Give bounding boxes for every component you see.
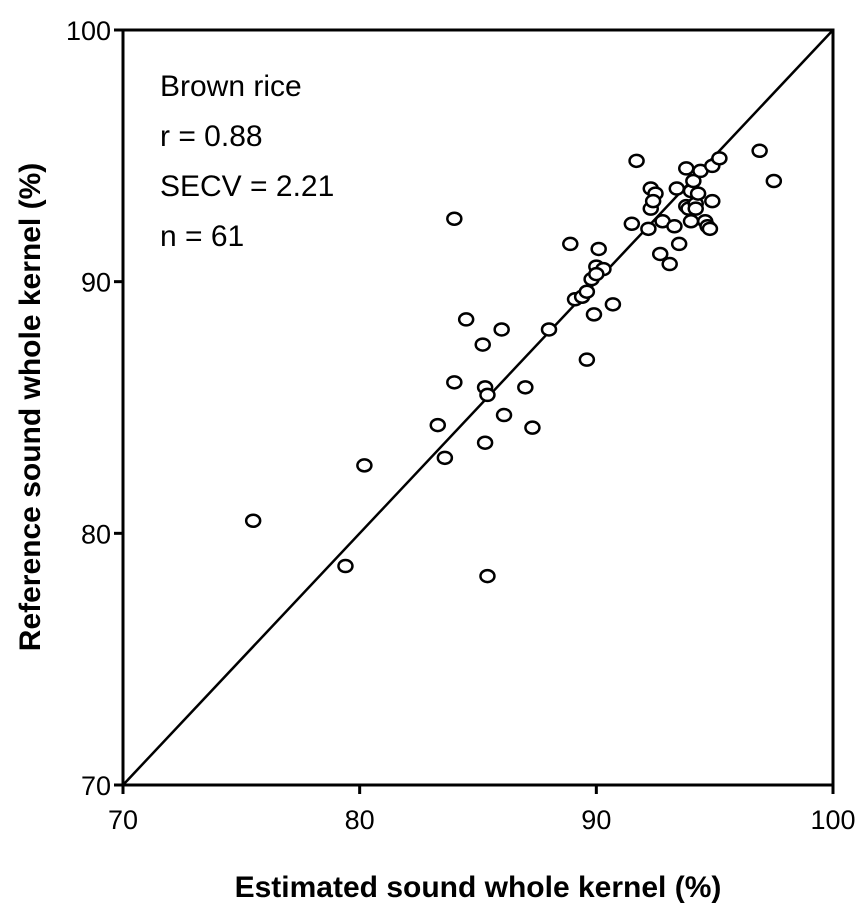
data-point [678, 161, 695, 176]
data-point [436, 450, 454, 466]
ticks-layer: 70 70 80 80 90 90 100 100 [66, 16, 856, 835]
data-point [651, 246, 669, 262]
data-point [711, 151, 728, 166]
data-point [623, 216, 641, 232]
data-point [244, 513, 262, 528]
annotation-secv: SECV = 2.21 [160, 170, 334, 203]
data-point [640, 221, 657, 237]
data-point [666, 219, 683, 234]
data-point [479, 568, 496, 584]
y-axis-title: Reference sound whole kernel (%) [14, 163, 47, 651]
data-point [479, 387, 496, 403]
x-tick-label: 70 [108, 805, 138, 835]
data-point [661, 256, 678, 272]
data-point [493, 322, 510, 337]
data-point [476, 435, 494, 450]
data-point [685, 173, 702, 189]
data-point [578, 352, 596, 367]
data-point [356, 458, 373, 473]
data-point [628, 153, 645, 169]
data-point [337, 558, 354, 574]
data-point [689, 186, 707, 201]
data-point [588, 266, 605, 282]
data-point [687, 201, 704, 216]
x-axis-title: Estimated sound whole kernel (%) [235, 871, 722, 904]
annotation-sample: Brown rice [160, 70, 302, 103]
x-tick-label: 90 [581, 805, 611, 835]
marks-layer [122, 29, 834, 786]
data-point [562, 236, 579, 252]
data-point [540, 322, 558, 337]
data-point [429, 417, 447, 433]
annotation-r: r = 0.88 [160, 120, 263, 153]
plot-frame [121, 28, 835, 787]
data-point [578, 284, 596, 299]
data-point [704, 193, 721, 209]
data-point [446, 375, 463, 390]
data-point [495, 407, 513, 423]
y-tick-label: 70 [81, 771, 111, 801]
x-tick-label: 80 [345, 805, 375, 835]
data-point [765, 173, 783, 189]
data-point [604, 297, 622, 312]
annotation-n: n = 61 [160, 220, 244, 253]
x-tick-label: 100 [810, 805, 855, 835]
data-point [524, 420, 541, 435]
y-tick-label: 100 [66, 16, 111, 46]
data-point [446, 211, 463, 226]
data-point [590, 241, 607, 257]
data-point [644, 193, 662, 209]
data-point [457, 312, 475, 327]
annotation-block: Brown rice r = 0.88 SECV = 2.21 n = 61 [160, 70, 334, 253]
data-point [517, 380, 534, 395]
y-tick-label: 80 [81, 519, 111, 549]
y-tick-label: 90 [81, 268, 111, 298]
data-point [474, 337, 491, 352]
data-point [751, 143, 768, 159]
data-point [668, 181, 686, 196]
data-point [670, 236, 688, 252]
data-point [701, 221, 719, 237]
data-point [682, 214, 700, 229]
data-point [585, 307, 603, 322]
